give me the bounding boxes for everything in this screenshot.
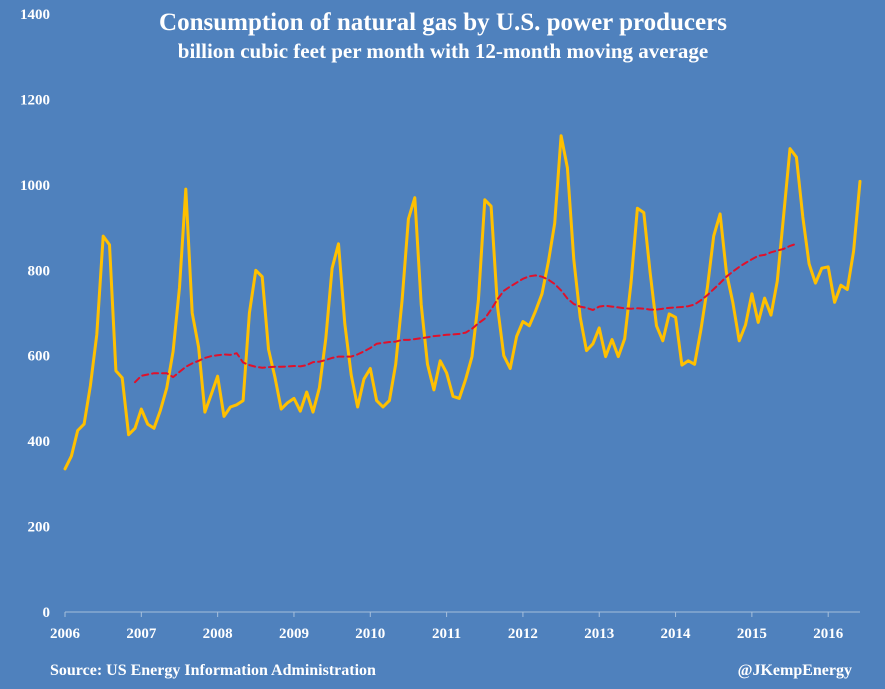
- y-tick-label: 400: [28, 434, 51, 450]
- y-tick-label: 1200: [20, 92, 50, 108]
- series-layer: [63, 134, 862, 471]
- x-tick-label: 2007: [126, 626, 157, 642]
- chart-title: Consumption of natural gas by U.S. power…: [159, 9, 727, 36]
- y-tick-label: 600: [28, 349, 51, 365]
- y-axis: 0 200 400 600 800 1000 1200 1400: [20, 7, 50, 621]
- monthly-consumption-line: [63, 134, 862, 471]
- x-tick-label: 2011: [432, 626, 461, 642]
- author-handle: @JKempEnergy: [738, 662, 852, 679]
- y-tick-label: 800: [28, 263, 51, 279]
- y-tick-label: 200: [28, 520, 51, 536]
- x-tick-label: 2012: [508, 626, 538, 642]
- x-tick-label: 2006: [50, 626, 81, 642]
- x-tick-label: 2010: [355, 626, 385, 642]
- x-tick-label: 2009: [279, 626, 309, 642]
- x-tick-label: 2008: [203, 626, 233, 642]
- moving-average-line: [134, 242, 798, 384]
- x-axis: 2006 2007 2008 2009 2010 2011 2012 2013 2014 2015…: [50, 611, 860, 642]
- y-tick-label: 1400: [20, 7, 50, 23]
- x-tick-label: 2013: [584, 626, 614, 642]
- y-tick-label: 1000: [20, 178, 50, 194]
- x-tick-label: 2014: [661, 626, 692, 642]
- x-tick-label: 2016: [813, 626, 844, 642]
- x-tick-label: 2015: [737, 626, 767, 642]
- y-tick-label: 0: [43, 605, 51, 621]
- source-note: Source: US Energy Information Administra…: [50, 662, 376, 679]
- chart-subtitle: billion cubic feet per month with 12-mon…: [178, 39, 708, 63]
